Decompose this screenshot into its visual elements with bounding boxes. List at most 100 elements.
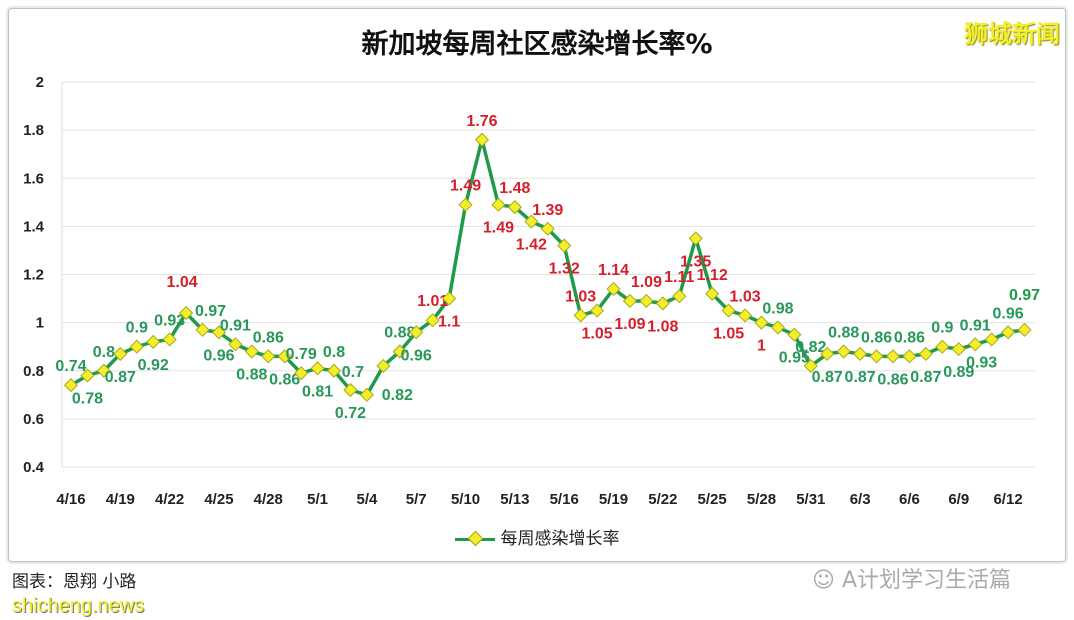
data-point [770, 320, 785, 335]
data-label: 0.97 [195, 303, 226, 320]
data-label: 1.14 [598, 262, 629, 279]
chart-title: 新加坡每周社区感染增长率% [361, 29, 713, 60]
data-label: 1.05 [713, 326, 744, 343]
x-tick-label: 5/10 [451, 491, 480, 508]
data-point [146, 334, 161, 349]
data-label: 1.09 [614, 316, 645, 333]
data-point [951, 342, 966, 357]
x-tick-label: 4/16 [56, 491, 85, 508]
y-tick-label: 1 [36, 315, 44, 332]
data-point [853, 346, 868, 361]
data-point [458, 197, 473, 212]
data-label: 1.35 [680, 253, 711, 270]
y-tick-label: 2 [36, 74, 44, 91]
data-point [442, 291, 457, 306]
credit-text: 图表：恩翔 小路 [12, 572, 137, 592]
data-label: 0.7 [342, 364, 364, 381]
data-label: 0.89 [943, 364, 974, 381]
data-label: 0.92 [138, 357, 169, 374]
data-point [228, 337, 243, 352]
data-point [1017, 322, 1032, 337]
data-point [573, 308, 588, 323]
data-point [869, 349, 884, 364]
data-point [343, 382, 358, 398]
data-label: 1.1 [438, 314, 460, 331]
data-label: 1.08 [647, 318, 678, 335]
data-label: 1.01 [417, 293, 448, 310]
data-label: 1.09 [631, 274, 662, 291]
y-tick-label: 1.2 [23, 267, 44, 284]
data-label: 1.48 [499, 180, 530, 197]
data-label: 0.87 [845, 369, 876, 386]
y-tick-label: 0.6 [23, 411, 44, 428]
data-label: 0.74 [55, 358, 86, 375]
data-point [836, 344, 851, 359]
x-tick-label: 6/9 [948, 491, 969, 508]
y-tick-label: 0.8 [23, 363, 44, 380]
x-tick-label: 6/6 [899, 491, 920, 508]
data-point [803, 358, 818, 374]
data-point [474, 132, 490, 147]
data-point [524, 214, 539, 229]
data-point [688, 231, 703, 246]
data-label: 1.11 [664, 269, 694, 286]
data-label: 0.82 [382, 387, 413, 404]
data-point [376, 358, 391, 374]
data-label: 0.79 [286, 346, 317, 363]
data-label: 0.87 [812, 369, 843, 386]
data-label: 1 [757, 338, 766, 355]
x-tick-label: 5/1 [307, 491, 328, 508]
legend-swatch [454, 530, 495, 546]
x-tick-label: 4/22 [155, 491, 184, 508]
data-point [622, 293, 638, 309]
x-tick-label: 5/31 [796, 491, 825, 508]
x-tick-label: 5/25 [698, 491, 727, 508]
chart-frame [8, 8, 1066, 562]
data-point [754, 315, 769, 330]
data-point [113, 346, 128, 361]
data-point [902, 349, 917, 364]
data-label: 0.88 [236, 367, 267, 384]
data-label: 0.91 [960, 317, 991, 334]
data-label: 0.95 [779, 350, 810, 367]
data-point [425, 313, 440, 328]
data-label: 0.78 [72, 391, 103, 408]
legend: 每周感染增长率 [0, 524, 1074, 549]
data-point [787, 327, 802, 342]
data-label: 1.12 [697, 267, 728, 284]
wechat-account: ☺ A计划学习生活篇 [812, 562, 1011, 594]
data-point [409, 325, 424, 340]
data-point [310, 361, 325, 376]
data-label: 0.98 [762, 300, 793, 317]
x-tick-label: 5/16 [550, 491, 579, 508]
data-point [491, 197, 506, 212]
brand-logo: 狮城新闻 [964, 20, 1060, 48]
data-label: 0.82 [795, 339, 826, 356]
data-point [557, 238, 572, 253]
data-point [162, 332, 177, 347]
y-tick-label: 1.8 [23, 122, 44, 139]
data-point [294, 366, 309, 381]
data-label: 0.93 [154, 312, 185, 329]
data-label: 0.88 [828, 325, 859, 342]
data-label: 0.86 [861, 329, 892, 346]
data-label: 0.81 [302, 383, 333, 400]
y-tick-label: 1.4 [23, 218, 45, 235]
wechat-name: A计划学习生活篇 [841, 568, 1011, 593]
y-tick-label: 0.4 [23, 459, 45, 476]
data-point [918, 346, 933, 361]
x-tick-label: 5/22 [648, 491, 677, 508]
data-label: 0.8 [323, 344, 345, 361]
data-label: 0.9 [126, 320, 148, 337]
data-label: 0.86 [894, 329, 925, 346]
data-point [721, 303, 736, 318]
data-label: 1.03 [565, 288, 596, 305]
data-label: 0.91 [220, 317, 251, 334]
data-point [80, 368, 95, 383]
data-label: 1.49 [450, 178, 481, 195]
data-point [540, 221, 555, 236]
data-label: 1.49 [483, 220, 514, 237]
data-point [968, 337, 983, 352]
data-point [737, 308, 753, 323]
y-tick-label: 1.6 [23, 170, 44, 187]
